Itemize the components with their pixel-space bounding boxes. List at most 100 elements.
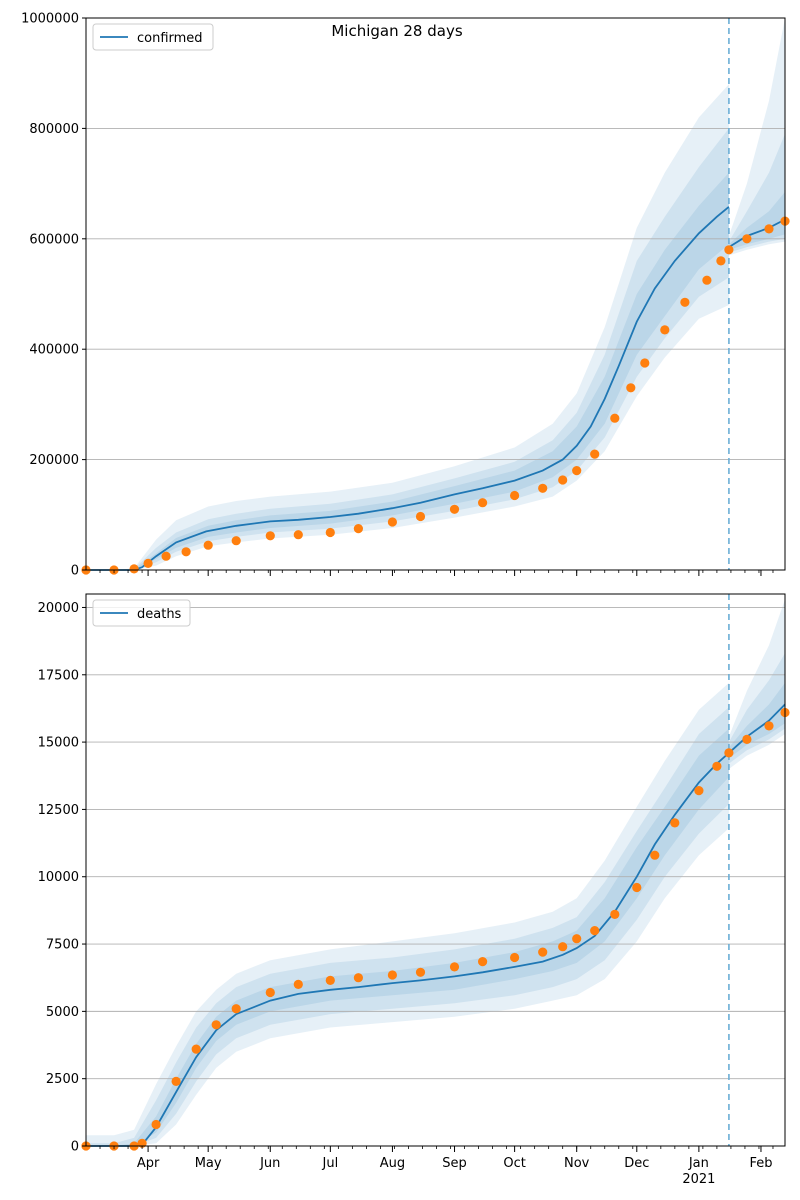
deaths-gridlines	[86, 607, 785, 1147]
y-tick-label: 7500	[46, 938, 79, 953]
figure-title: Michigan 28 days	[331, 22, 462, 40]
observed-point	[293, 530, 303, 540]
forecast-band-inner	[728, 191, 785, 250]
deaths-axes-frame	[85, 593, 786, 1147]
deaths-panel: 0 2500 5000 7500 10000 12500 15000 17500 20000 A…	[38, 593, 790, 1187]
observed-point	[610, 413, 620, 423]
observed-point	[640, 358, 650, 368]
y-tick-label: 10000	[38, 870, 79, 885]
x-tick-label: Oct	[503, 1156, 525, 1171]
observed-point	[764, 224, 774, 234]
forecast-median-line	[728, 703, 786, 754]
y-tick-label: 15000	[38, 736, 79, 751]
observed-point	[538, 947, 548, 957]
observed-point	[293, 979, 303, 990]
observed-point	[680, 297, 690, 307]
x-tick-label: Jun	[259, 1156, 280, 1171]
x-year-label: 2021	[682, 1172, 715, 1187]
y-tick-label: 12500	[38, 803, 79, 818]
confirmed-y-axis: 0 200000 400000 600000 800000 1000000	[21, 12, 86, 579]
observed-point	[724, 748, 734, 758]
y-tick-label: 400000	[29, 343, 79, 358]
y-tick-label: 20000	[38, 601, 79, 616]
observed-point	[610, 909, 620, 920]
y-tick-label: 200000	[29, 453, 79, 468]
observed-point	[742, 234, 752, 244]
observed-point	[742, 734, 752, 745]
observed-point	[171, 1076, 181, 1086]
confirmed-series	[81, 18, 790, 575]
observed-point	[231, 536, 241, 546]
observed-point	[626, 383, 636, 393]
observed-point	[572, 466, 582, 476]
observed-point	[325, 527, 335, 538]
deaths-legend: deaths	[92, 599, 191, 627]
observed-point	[558, 475, 568, 485]
observed-point	[325, 975, 335, 986]
band-outer	[86, 84, 729, 570]
legend-box	[92, 23, 214, 51]
observed-point	[191, 1044, 201, 1054]
legend-box	[92, 599, 191, 627]
observed-point	[353, 973, 363, 983]
observed-point	[387, 970, 397, 980]
observed-point	[724, 245, 734, 255]
confirmed-panel: 0 200000 400000 600000 800000 1000000 confirm…	[21, 12, 790, 579]
observed-point	[572, 934, 582, 944]
x-tick-label: Nov	[564, 1156, 590, 1171]
observed-point	[590, 449, 600, 459]
model-line	[86, 206, 730, 571]
observed-point	[590, 926, 600, 936]
x-tick-label: Aug	[380, 1156, 405, 1171]
observed-point	[764, 721, 774, 731]
x-tick-label: Apr	[137, 1156, 160, 1171]
observed-point	[449, 962, 460, 972]
y-tick-label: 17500	[38, 668, 79, 683]
deaths-series	[81, 594, 790, 1151]
observed-point	[415, 511, 426, 522]
observed-point	[181, 547, 191, 557]
observed-point	[415, 967, 426, 977]
forecast-band-middle	[728, 133, 785, 253]
legend-label: deaths	[137, 607, 182, 622]
band-middle	[86, 707, 729, 1146]
y-tick-label: 1000000	[21, 12, 79, 27]
forecast-band-outer	[728, 18, 785, 256]
observed-point	[694, 786, 704, 796]
observed-point	[231, 1004, 241, 1014]
band-outer	[86, 682, 729, 1146]
observed-point	[265, 987, 275, 998]
y-tick-label: 2500	[46, 1072, 79, 1087]
y-tick-label: 600000	[29, 232, 79, 247]
confirmed-legend: confirmed	[92, 23, 214, 51]
y-tick-label: 5000	[46, 1005, 79, 1020]
model-line	[86, 752, 730, 1147]
observed-point	[265, 531, 275, 541]
forecast-band-middle	[728, 653, 785, 764]
observed-point	[509, 490, 520, 501]
legend-label: confirmed	[137, 31, 203, 46]
observed-point	[702, 275, 712, 285]
observed-point	[161, 551, 171, 561]
observed-point	[203, 540, 213, 550]
x-tick-label: May	[195, 1156, 222, 1171]
axes-frame	[85, 593, 786, 1147]
observed-point	[151, 1119, 161, 1130]
y-tick-label: 800000	[29, 122, 79, 137]
observed-point	[449, 504, 460, 514]
observed-point	[670, 818, 680, 828]
observed-point	[650, 850, 660, 860]
x-tick-label: Sep	[442, 1156, 467, 1171]
observed-point	[716, 256, 726, 266]
observed-point	[558, 942, 568, 952]
observed-point	[387, 517, 397, 527]
x-tick-label: Dec	[624, 1156, 649, 1171]
observed-point	[632, 882, 642, 893]
x-tick-label: Jan	[688, 1156, 709, 1171]
y-tick-label: 0	[71, 564, 79, 579]
band-inner	[86, 728, 729, 1146]
observed-point	[211, 1020, 221, 1030]
observed-point	[129, 564, 139, 574]
observed-point	[478, 957, 488, 967]
